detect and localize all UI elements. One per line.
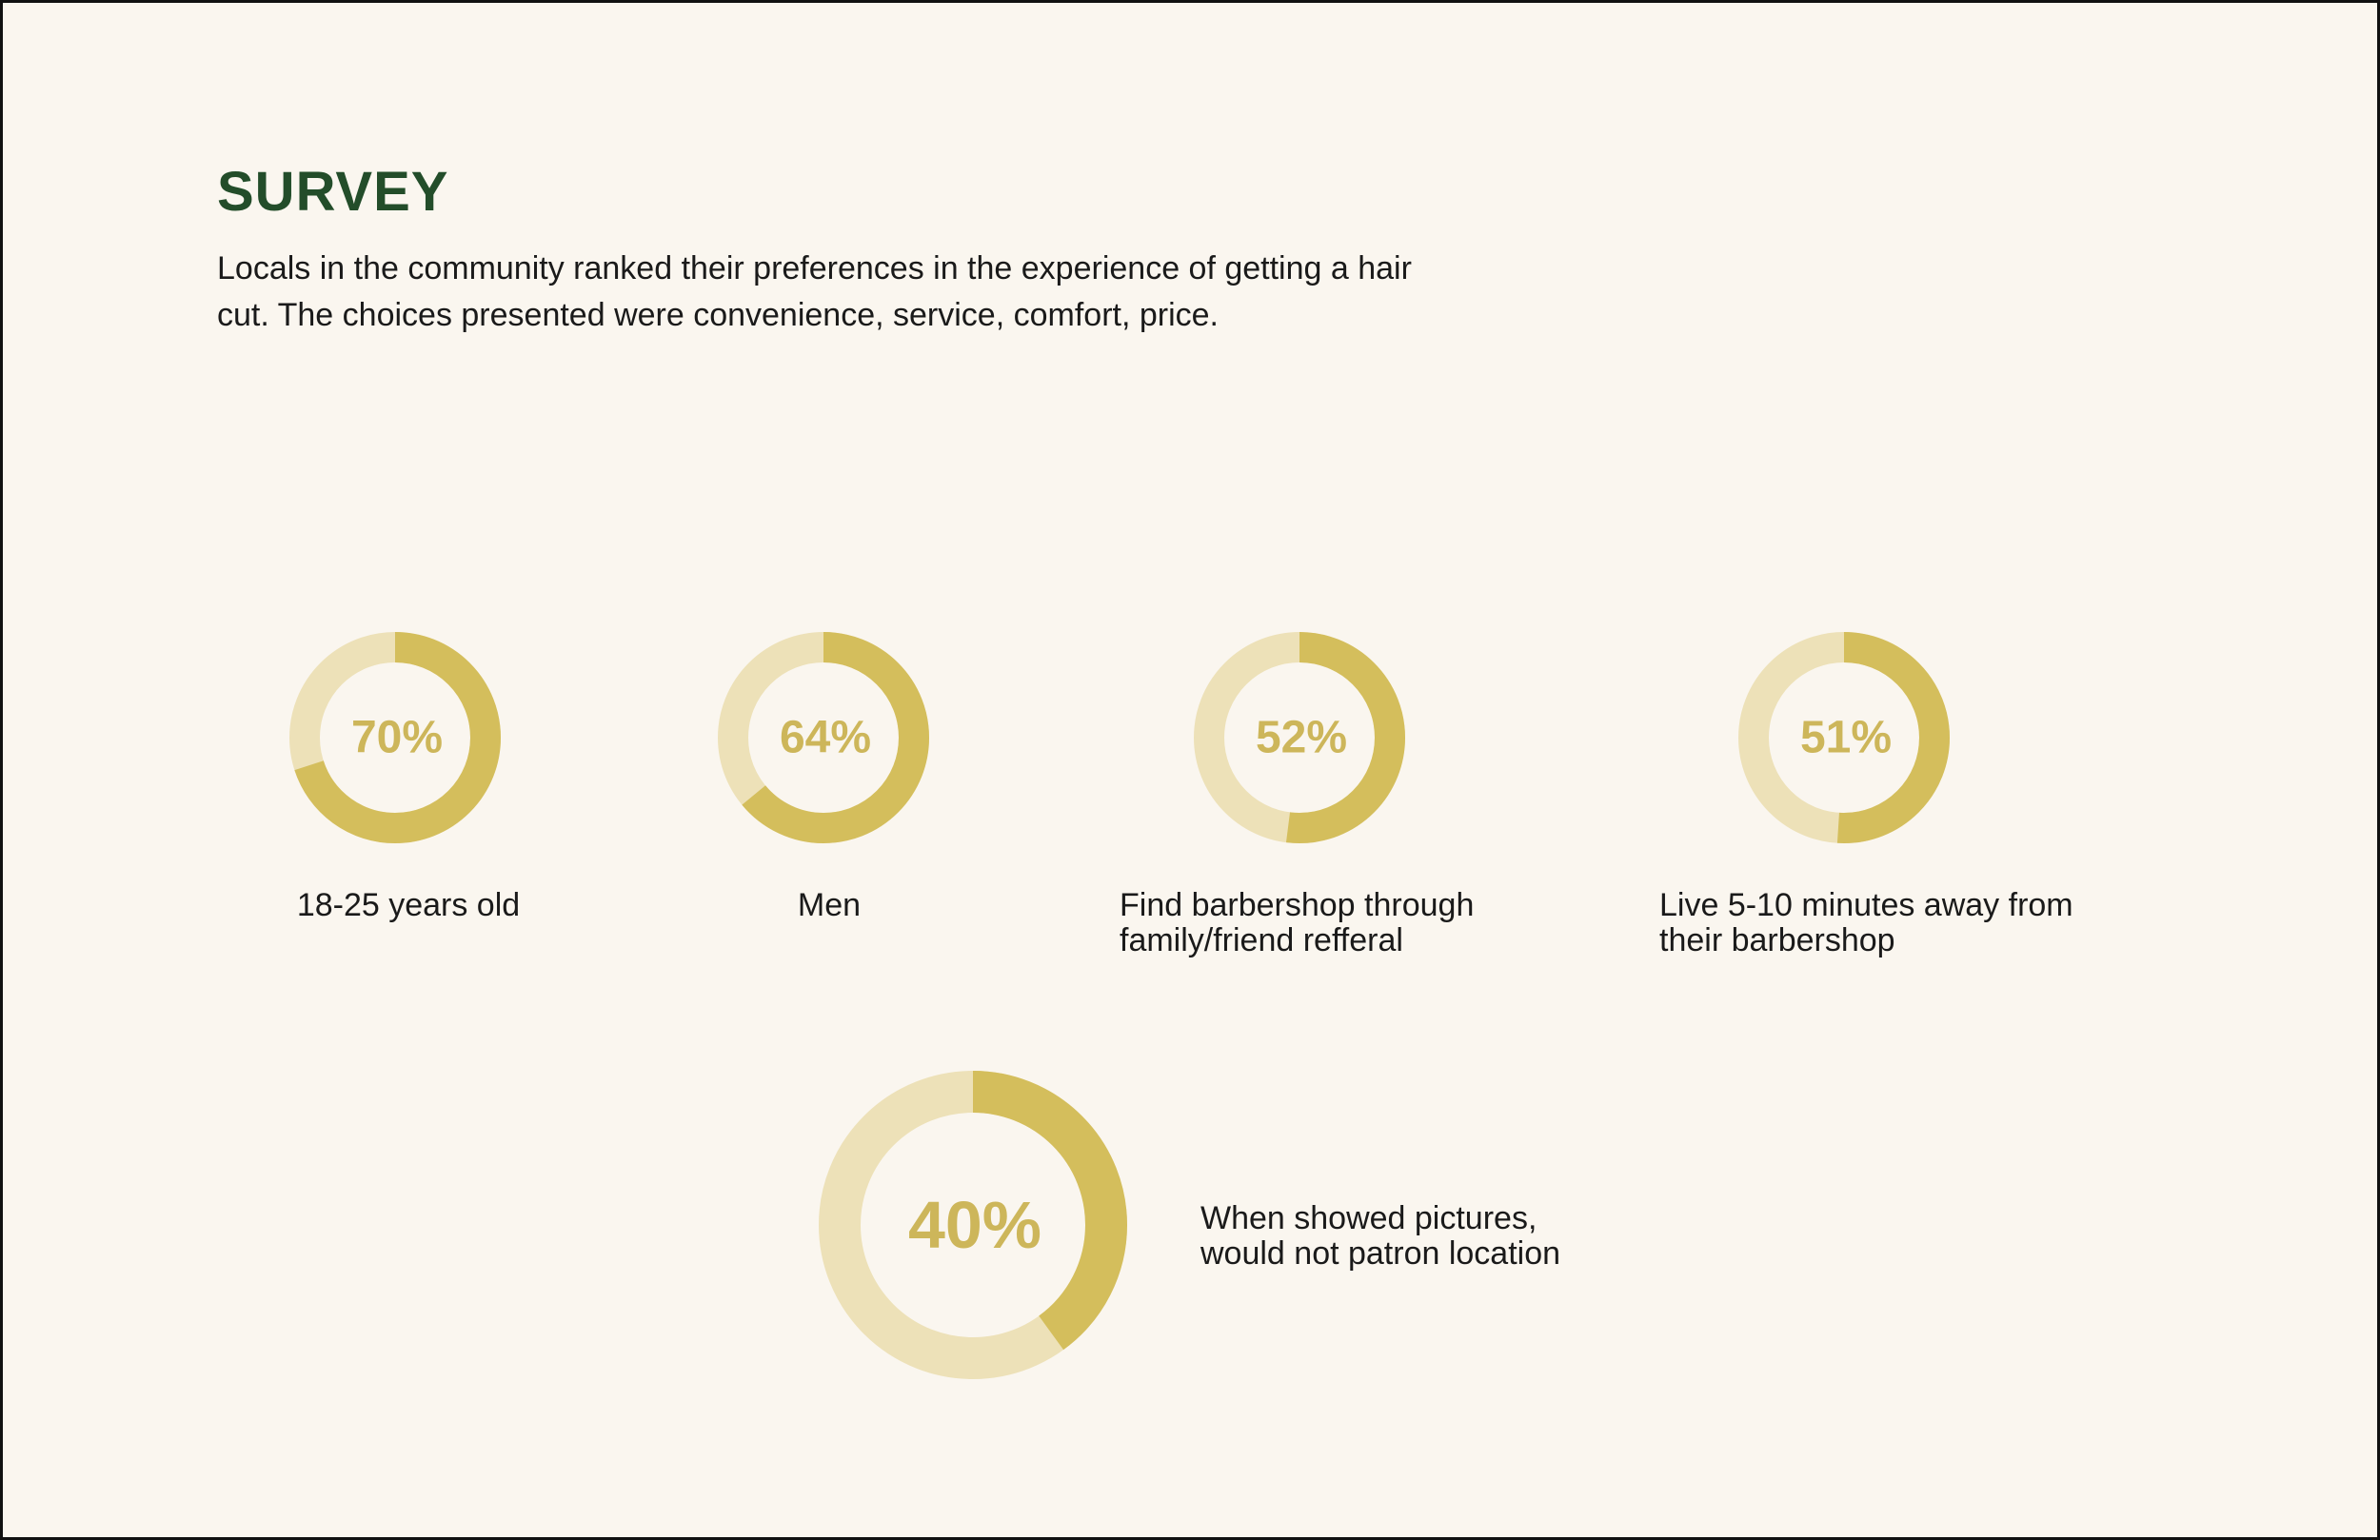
donut-chart-age: 70% xyxy=(289,632,501,843)
donut-label-men: Men xyxy=(797,887,862,923)
donut-value-arc xyxy=(718,632,929,843)
donut-percent-label: 52% xyxy=(1256,713,1347,763)
donut-value-arc xyxy=(289,632,501,843)
donut-label-pictures: When showed pictures, would not patron l… xyxy=(1200,1200,1561,1272)
donut-chart-pictures: 40% xyxy=(819,1071,1127,1379)
donut-chart-men: 64% xyxy=(718,632,929,843)
donut-chart-referral: 52% xyxy=(1194,632,1405,843)
survey-description: Locals in the community ranked their pre… xyxy=(217,250,1412,333)
donut-percent-label: 64% xyxy=(780,713,871,763)
donut-value-arc xyxy=(819,1071,1127,1379)
donut-percent-label: 51% xyxy=(1800,713,1892,763)
donut-label-referral: Find barbershop through family/friend re… xyxy=(1120,887,1475,958)
page-title: SURVEY xyxy=(217,161,449,223)
donut-percent-label: 70% xyxy=(351,713,443,763)
donut-chart-distance: 51% xyxy=(1738,632,1950,843)
donut-label-age: 18-25 years old xyxy=(296,887,521,923)
donut-label-distance: Live 5-10 minutes away from their barber… xyxy=(1659,887,2073,958)
donut-value-arc xyxy=(1738,632,1950,843)
donut-value-arc xyxy=(1194,632,1405,843)
donut-percent-label: 40% xyxy=(908,1188,1041,1262)
